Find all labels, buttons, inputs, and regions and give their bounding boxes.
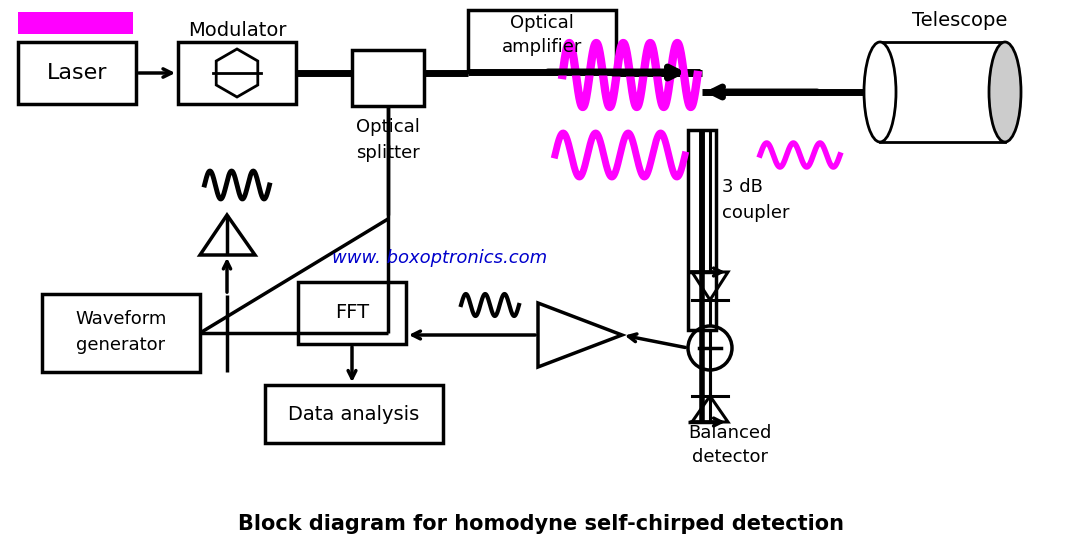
Text: Data analysis: Data analysis <box>289 404 420 423</box>
Bar <box>352 50 424 106</box>
Ellipse shape <box>865 42 896 142</box>
Ellipse shape <box>989 42 1021 142</box>
Bar <box>880 42 1005 142</box>
Text: Block diagram for homodyne self-chirped detection: Block diagram for homodyne self-chirped … <box>238 514 844 534</box>
Bar <box>42 294 200 372</box>
Text: FFT: FFT <box>335 304 369 322</box>
Bar <box>469 10 616 72</box>
Bar <box>298 282 406 344</box>
Bar <box>179 42 296 104</box>
Text: Optical
amplifier: Optical amplifier <box>502 14 582 56</box>
Bar <box>18 42 136 104</box>
Bar <box>18 12 133 34</box>
Bar <box>265 385 443 443</box>
Text: Waveform
generator: Waveform generator <box>76 311 167 353</box>
Bar <box>688 130 716 330</box>
Text: Modulator: Modulator <box>188 21 287 40</box>
Text: Balanced
detector: Balanced detector <box>688 423 771 467</box>
Text: Optical
splitter: Optical splitter <box>356 119 420 162</box>
Text: 3 dB
coupler: 3 dB coupler <box>722 178 790 222</box>
Text: Laser: Laser <box>47 63 107 83</box>
Text: Telescope: Telescope <box>912 10 1007 29</box>
Text: www. boxoptronics.com: www. boxoptronics.com <box>332 249 547 267</box>
